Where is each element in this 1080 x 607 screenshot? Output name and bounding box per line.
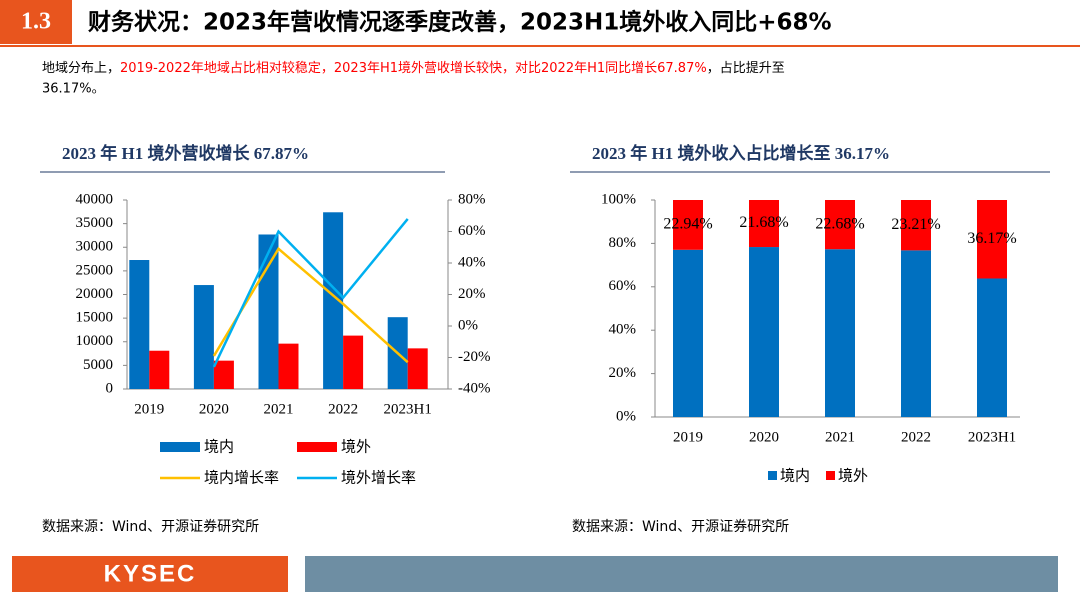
logo-box — [12, 556, 288, 592]
data-label: 23.21% — [891, 216, 940, 233]
chart-source: 数据来源：Wind、开源证券研究所 — [42, 519, 259, 535]
x-tick-label: 2023H1 — [968, 429, 1016, 445]
y-tick-label: 15000 — [76, 310, 114, 326]
chart-title: 2023 年 H1 境外营收增长 67.87% — [62, 143, 309, 163]
x-tick-label: 2021 — [264, 401, 294, 417]
y-tick-label: 0% — [616, 408, 636, 424]
data-label: 36.17% — [967, 230, 1016, 247]
legend-label: 境外增长率 — [341, 469, 416, 487]
y-tick-label: 30000 — [76, 239, 114, 255]
y2-tick-label: 60% — [458, 223, 486, 239]
bar-segment — [749, 200, 779, 248]
bar — [149, 350, 170, 389]
line — [212, 218, 409, 368]
x-tick-label: 2020 — [749, 429, 779, 445]
y-tick-label: 40000 — [76, 191, 114, 207]
legend-label: 境内增长率 — [204, 469, 279, 487]
legend-label: 境内 — [204, 438, 234, 456]
section-box — [0, 0, 72, 44]
bar-segment — [673, 249, 703, 417]
x-tick-label: 2022 — [901, 429, 931, 445]
legend-swatch — [160, 442, 200, 452]
y-tick-label: 35000 — [76, 215, 114, 231]
line — [212, 246, 409, 364]
chart-source: 数据来源：Wind、开源证券研究所 — [572, 519, 789, 535]
y-tick-label: 10000 — [76, 333, 114, 349]
bar — [278, 343, 299, 389]
y-tick-label: 20000 — [76, 286, 114, 302]
data-label: 21.68% — [739, 214, 788, 231]
slide-title: 财务状况：2023年营收情况逐季度改善，2023H1境外收入同比+68% — [88, 9, 832, 36]
bar — [213, 360, 234, 389]
bar-segment — [749, 247, 779, 417]
summary-part: 地域分布上， — [42, 61, 120, 76]
x-tick-label: 2020 — [199, 401, 229, 417]
y-tick-label: 80% — [609, 235, 637, 251]
y-tick-label: 0 — [106, 380, 114, 396]
logo: KYSEC — [104, 560, 197, 587]
legend-label: 境内 — [780, 467, 810, 485]
legend-label: 境外 — [838, 467, 868, 485]
x-tick-label: 2022 — [328, 401, 358, 417]
summary: 地域分布上，2019-2022年地域占比相对较稳定，2023年H1境外营收增长较… — [42, 60, 785, 76]
bar-segment — [901, 200, 931, 251]
y-tick-label: 20% — [609, 365, 637, 381]
y2-tick-label: -20% — [458, 349, 491, 365]
x-tick-label: 2023H1 — [384, 401, 432, 417]
y-tick-label: 60% — [609, 278, 637, 294]
bar-segment — [977, 200, 1007, 279]
y2-tick-label: 0% — [458, 317, 478, 333]
y-tick-label: 40% — [609, 322, 637, 338]
bar — [407, 348, 428, 389]
summary-part: ，占比提升至 — [707, 60, 785, 76]
chart-title: 2023 年 H1 境外收入占比增长至 36.17% — [592, 143, 890, 163]
bar-segment — [977, 278, 1007, 417]
footer-bar — [305, 556, 1058, 592]
summary-cont: 36.17%。 — [42, 82, 105, 97]
x-tick-label: 2019 — [134, 401, 164, 417]
data-label: 22.94% — [663, 216, 712, 233]
x-tick-label: 2021 — [825, 429, 855, 445]
section-number: 1.3 — [21, 9, 51, 35]
bar-segment — [673, 200, 703, 250]
y2-tick-label: 20% — [458, 286, 486, 302]
y2-tick-label: 40% — [458, 254, 486, 270]
legend-swatch — [768, 471, 777, 480]
legend-swatch — [826, 471, 835, 480]
y-tick-label: 5000 — [83, 357, 113, 373]
bar — [323, 212, 344, 389]
bar — [193, 285, 214, 389]
legend-swatch — [297, 442, 337, 452]
y-tick-label: 25000 — [76, 262, 114, 278]
legend-label: 境外 — [341, 438, 371, 456]
bar-segment — [825, 249, 855, 417]
bar — [343, 335, 364, 389]
y2-tick-label: -40% — [458, 380, 491, 396]
y-tick-label: 100% — [601, 191, 636, 207]
bar-segment — [901, 250, 931, 417]
x-tick-label: 2019 — [673, 429, 703, 445]
summary-highlight: 2019-2022年地域占比相对较稳定，2023年H1境外营收增长较快，对比20… — [120, 60, 707, 76]
bar-segment — [825, 200, 855, 250]
y2-tick-label: 80% — [458, 191, 486, 207]
bar — [129, 260, 150, 389]
bar — [258, 234, 279, 389]
data-label: 22.68% — [815, 215, 864, 232]
